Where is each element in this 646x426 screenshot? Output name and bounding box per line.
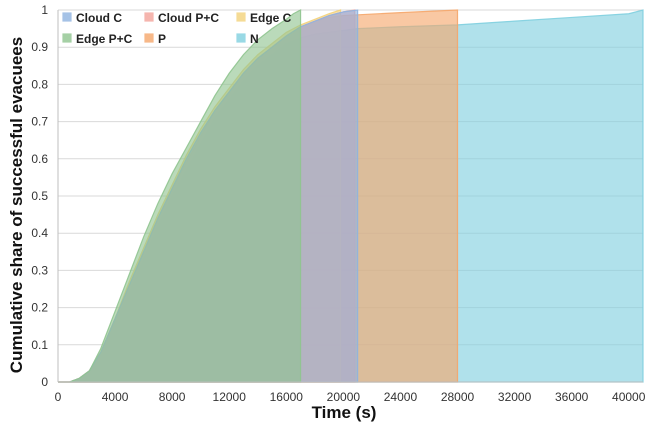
x-tick-label: 40000 xyxy=(612,390,646,404)
legend-label-cloud-p-c: Cloud P+C xyxy=(158,11,219,25)
x-tick-label: 16000 xyxy=(270,390,304,404)
legend-swatch-edge-p-c xyxy=(61,32,73,44)
legend-label-edge-c: Edge C xyxy=(250,11,292,25)
y-tick-label: 1 xyxy=(41,3,48,17)
legend-label-edge-p-c: Edge P+C xyxy=(76,32,133,46)
x-tick-label: 4000 xyxy=(102,390,129,404)
x-tick-label: 28000 xyxy=(441,390,475,404)
y-tick-label: 0.5 xyxy=(31,189,48,203)
y-tick-label: 0.7 xyxy=(31,115,48,129)
x-axis-title: Time (s) xyxy=(312,403,377,422)
x-tick-label: 36000 xyxy=(555,390,589,404)
x-tick-label: 12000 xyxy=(213,390,247,404)
legend-label-n: N xyxy=(250,32,259,46)
legend-label-p: P xyxy=(158,32,166,46)
x-tick-label: 32000 xyxy=(498,390,532,404)
y-tick-label: 0.9 xyxy=(31,40,48,54)
x-tick-label: 8000 xyxy=(159,390,186,404)
legend-label-cloud-c: Cloud C xyxy=(76,11,122,25)
y-tick-label: 0.1 xyxy=(31,338,48,352)
legend-swatch-cloud-c xyxy=(61,11,73,23)
legend-swatch-p xyxy=(143,32,155,44)
legend: Cloud C Cloud P+C Edge C Edge P+C P N xyxy=(61,11,292,46)
legend-swatch-cloud-p-c xyxy=(143,11,155,23)
x-tick-label: 0 xyxy=(55,390,62,404)
area-series-edge-p-c xyxy=(58,9,302,383)
x-tick-label: 20000 xyxy=(327,390,361,404)
legend-swatch-n xyxy=(235,32,247,44)
y-axis-title: Cumulative share of successful evacuees xyxy=(7,37,26,373)
area-layer xyxy=(58,9,644,383)
y-tick-label: 0.4 xyxy=(31,226,48,240)
x-tick-label: 24000 xyxy=(384,390,418,404)
y-tick-label: 0.2 xyxy=(31,301,48,315)
y-tick-label: 0 xyxy=(41,375,48,389)
legend-swatch-edge-c xyxy=(235,11,247,23)
y-tick-label: 0.3 xyxy=(31,263,48,277)
axis-layer: 0 0.1 0.2 0.3 0.4 0.5 0.6 0.7 0.8 0.9 1 0 4000 8000 12… xyxy=(31,3,645,404)
y-tick-label: 0.8 xyxy=(31,77,48,91)
y-tick-label: 0.6 xyxy=(31,152,48,166)
